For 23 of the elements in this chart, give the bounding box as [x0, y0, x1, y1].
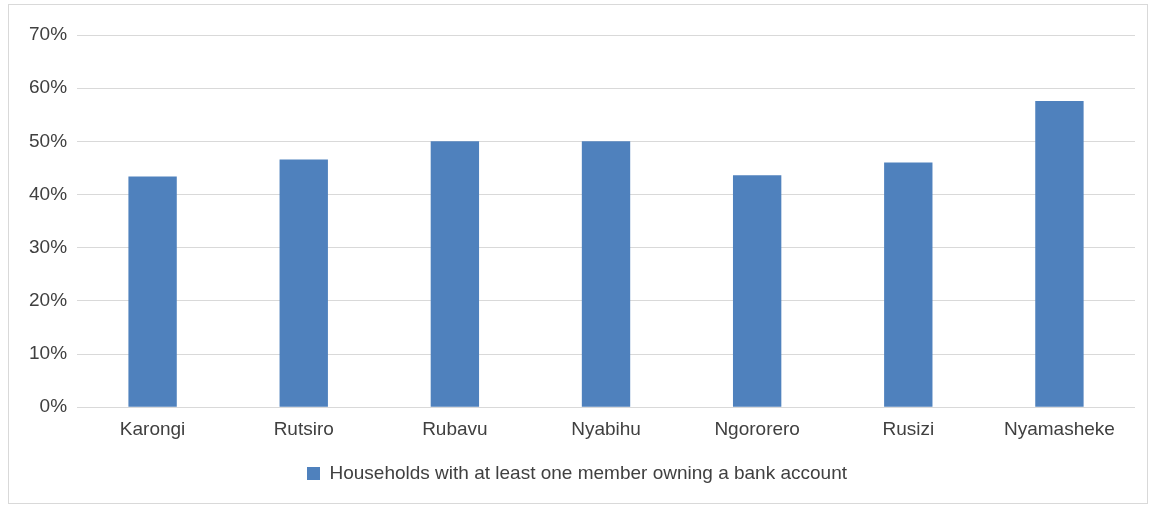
x-tick-label: Rusizi	[882, 417, 935, 439]
y-tick-label: 50%	[29, 129, 68, 151]
bar	[732, 175, 782, 407]
bar	[430, 141, 480, 407]
y-tick-label: 60%	[29, 76, 68, 98]
x-tick-label: Ngororero	[714, 417, 800, 439]
x-tick-label: Rubavu	[422, 417, 488, 439]
y-tick-label: 10%	[29, 342, 68, 364]
bar	[1035, 100, 1084, 407]
x-tick-label: Rutsiro	[273, 417, 334, 439]
y-tick-label: 30%	[29, 235, 68, 257]
legend-label: Households with at least one member owning a bank account	[329, 461, 848, 483]
bar	[884, 162, 933, 407]
y-tick-label: 20%	[29, 289, 68, 311]
bar	[128, 176, 177, 407]
x-tick-label: Nyamasheke	[1003, 417, 1115, 439]
y-tick-label: 70%	[29, 23, 68, 45]
y-tick-label: 40%	[29, 182, 68, 204]
x-tick-label: Karongi	[119, 417, 186, 439]
x-tick-label: Nyabihu	[571, 417, 641, 439]
bar	[279, 159, 328, 407]
y-tick-label: 0%	[39, 395, 68, 417]
bar	[581, 141, 631, 407]
